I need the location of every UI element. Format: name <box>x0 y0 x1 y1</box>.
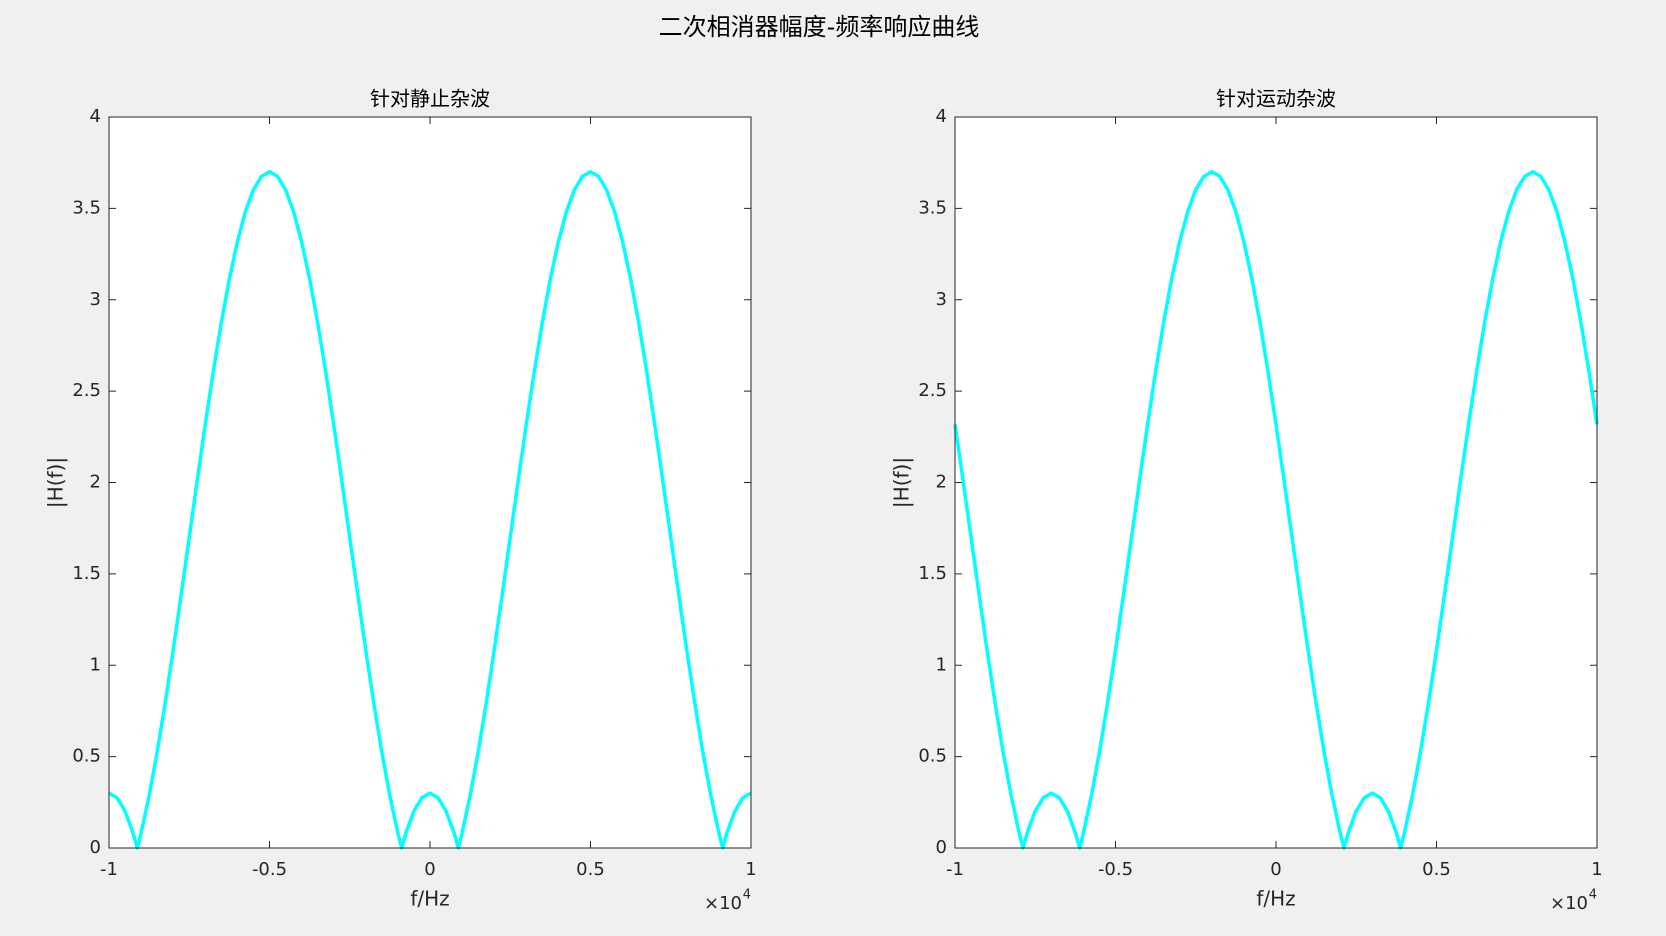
x-axis-label: f/Hz <box>1256 887 1295 911</box>
axes-box <box>108 116 752 849</box>
y-tick-label: 4 <box>90 106 101 127</box>
x-tick-label: -1 <box>100 859 118 880</box>
y-axis-label: |H(f)| <box>890 457 914 508</box>
data-line <box>953 170 1599 850</box>
y-tick-label: 1.5 <box>72 563 101 584</box>
y-tick-label: 2.5 <box>72 380 101 401</box>
y-tick-label: 1 <box>936 654 947 675</box>
y-tick-label: 0.5 <box>918 746 947 767</box>
x-axis-label: f/Hz <box>410 887 449 911</box>
y-tick-label: 3.5 <box>72 197 101 218</box>
y-tick-label: 3 <box>90 289 101 310</box>
x-tick-label: 0 <box>424 859 435 880</box>
subplot-title: 针对静止杂波 <box>370 87 490 111</box>
x-tick-label: 1 <box>1591 859 1602 880</box>
x-multiplier-base: ×10 <box>704 893 742 914</box>
y-tick-label: 2 <box>936 472 947 493</box>
y-tick-label: 2.5 <box>918 380 947 401</box>
y-tick-label: 4 <box>936 106 947 127</box>
figure-title: 二次相消器幅度-频率响应曲线 <box>659 13 980 41</box>
axes-box <box>954 116 1598 849</box>
x-multiplier-exponent: 4 <box>1589 888 1597 903</box>
y-tick-label: 0 <box>936 837 947 858</box>
y-tick-label: 0.5 <box>72 746 101 767</box>
x-tick-label: -0.5 <box>252 859 287 880</box>
y-tick-label: 3 <box>936 289 947 310</box>
subplot-title: 针对运动杂波 <box>1216 87 1336 111</box>
x-tick-label: 0.5 <box>1422 859 1451 880</box>
x-multiplier-base: ×10 <box>1550 893 1588 914</box>
x-tick-label: 1 <box>745 859 756 880</box>
x-tick-label: -0.5 <box>1098 859 1133 880</box>
x-tick-label: 0.5 <box>576 859 605 880</box>
plot-area <box>955 117 1597 848</box>
y-tick-label: 3.5 <box>918 197 947 218</box>
y-axis-label: |H(f)| <box>44 457 68 508</box>
y-tick-label: 1.5 <box>918 563 947 584</box>
x-multiplier-exponent: 4 <box>743 888 751 903</box>
data-line <box>108 170 752 850</box>
x-tick-label: 0 <box>1270 859 1281 880</box>
x-tick-label: -1 <box>946 859 964 880</box>
y-tick-label: 0 <box>90 837 101 858</box>
y-tick-label: 2 <box>90 472 101 493</box>
y-tick-label: 1 <box>90 654 101 675</box>
plot-area <box>109 117 751 848</box>
